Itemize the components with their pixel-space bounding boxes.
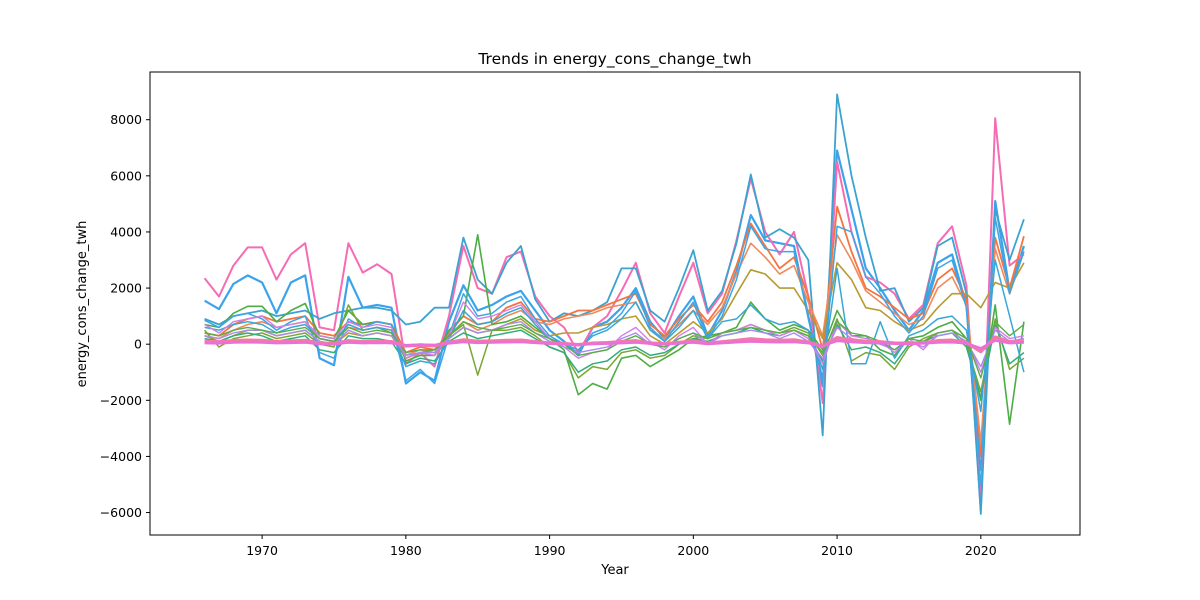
- series-line-16: [204, 339, 1024, 350]
- y-tick-label: −6000: [100, 505, 142, 520]
- y-tick-label: 4000: [110, 224, 142, 239]
- series-line-3: [204, 93, 1025, 515]
- x-axis-label: Year: [600, 563, 629, 578]
- x-tick-label: 2020: [965, 543, 997, 558]
- y-tick-label: 8000: [110, 112, 142, 127]
- plot-frame: [149, 71, 1081, 536]
- x-tick-label: 1990: [534, 543, 566, 558]
- series-line-4: [204, 205, 1025, 458]
- y-tick-label: 6000: [110, 168, 142, 183]
- x-tick-label: 2000: [677, 543, 709, 558]
- chart-title: Trends in energy_cons_change_twh: [477, 50, 751, 69]
- x-tick-label: 2010: [821, 543, 853, 558]
- y-axis-label: energy_cons_change_twh: [75, 221, 90, 388]
- x-axis: 1970 1980 1990 2000 2010 2020: [246, 535, 997, 558]
- series-lines: [203, 93, 1025, 515]
- series-line-11: [204, 259, 1025, 413]
- y-tick-label: 0: [134, 337, 142, 352]
- y-axis: −6000 −4000 −2000 0 2000 4000 6000 8000: [100, 112, 150, 520]
- series-line-8: [204, 304, 1025, 393]
- series-line-2: [203, 117, 1025, 511]
- series-line-1: [204, 149, 1025, 494]
- series-line-10: [204, 217, 1025, 472]
- series-line-14: [204, 321, 1025, 379]
- y-tick-label: −4000: [100, 449, 142, 464]
- x-tick-label: 1970: [246, 543, 278, 558]
- y-tick-label: −2000: [100, 393, 142, 408]
- y-tick-label: 2000: [110, 281, 142, 296]
- x-tick-label: 1980: [390, 543, 422, 558]
